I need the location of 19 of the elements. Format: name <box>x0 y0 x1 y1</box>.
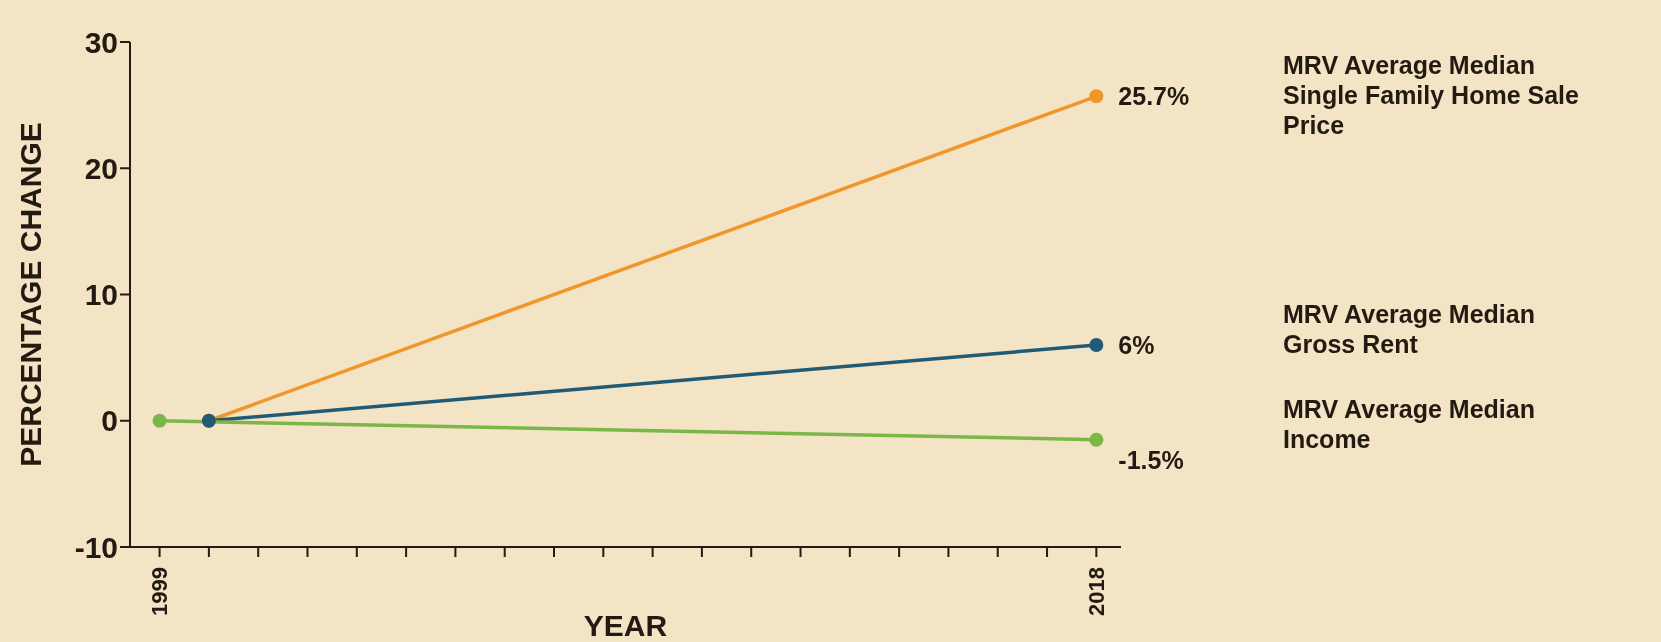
data-label: -1.5% <box>1118 445 1184 474</box>
point <box>1089 338 1104 352</box>
data-label: 6% <box>1118 331 1155 359</box>
point <box>152 413 167 428</box>
y-tick-label: -10 <box>74 530 118 564</box>
text: MRV Average Median Gross Rent <box>1283 300 1535 358</box>
point <box>1089 89 1104 104</box>
x-tick-label: 2018 <box>1083 567 1109 616</box>
data-label: 25.7% <box>1118 82 1190 111</box>
y-tick-label: 30 <box>84 25 118 59</box>
text: MRV Average Median Income <box>1283 394 1535 453</box>
y-tick-label: 20 <box>84 151 118 185</box>
x-tick-label: 1999 <box>147 567 173 616</box>
y-tick-label: 10 <box>84 278 118 312</box>
y-axis-title: PERCENTAGE CHANGE <box>13 122 47 467</box>
x-axis-title: YEAR <box>583 609 668 642</box>
y-tick-label: 0 <box>101 404 118 438</box>
text: MRV Average Median Single Family Home Sale Price <box>1283 51 1580 140</box>
point <box>1089 432 1104 447</box>
